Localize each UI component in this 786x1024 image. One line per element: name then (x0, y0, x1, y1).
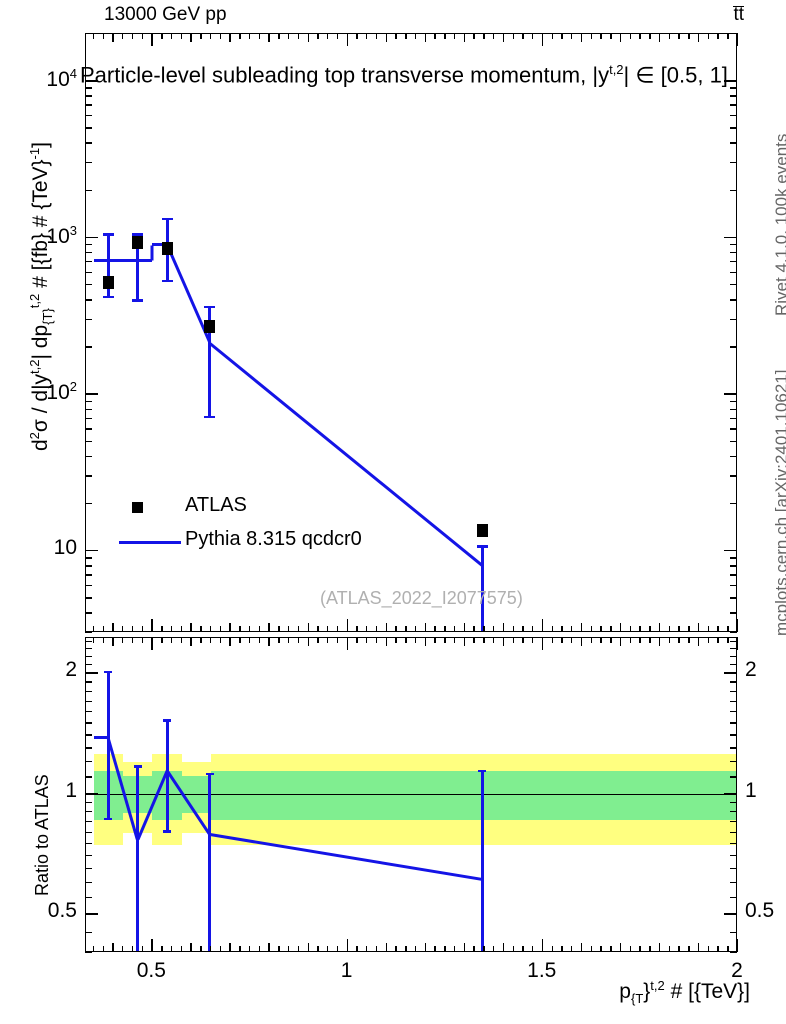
ytitle-p3sub: {T} (40, 308, 56, 325)
ytick-main-right (730, 632, 737, 634)
mc-errorbar-ratio-cap (104, 817, 113, 821)
square-marker-icon (132, 502, 143, 513)
plot-title: Particle-level subleading top transverse… (80, 62, 728, 88)
mc-curve-ratio (93, 735, 109, 739)
ytick-ratio (85, 952, 92, 954)
xtitle-p2: } (643, 980, 651, 1003)
xtitle-p1sub: {T (630, 991, 644, 1007)
caption-mcplots-text: mcplots.cern.ch [arXiv:2401.10621] (772, 369, 786, 636)
ytick-label-main: 10 (53, 536, 77, 560)
mc-errorbar-ratio (480, 770, 484, 951)
mc-errorbar-ratio-cap (163, 830, 171, 833)
plot-title-sup: t,2 (609, 62, 624, 77)
mc-curve-main (150, 244, 154, 261)
ratio-plot-panel (85, 637, 737, 952)
xtick-main-top (737, 33, 739, 46)
xtick-label-ratio: 1 (340, 959, 353, 982)
ytitle-p2: σ / d|y (29, 373, 52, 433)
legend-label-pythia: Pythia 8.315 qcdcr0 (185, 528, 362, 550)
mc-errorbar-main (480, 546, 484, 631)
ytick-ratio-right (730, 952, 737, 954)
ytitle-p4: # [{fb} # {TeV} (29, 159, 52, 294)
analysis-watermark: (ATLAS_2022_I2077575) (320, 588, 523, 608)
ytitle-p3sup: t,2 (27, 293, 42, 309)
xtitle-p2sup: t,2 (650, 978, 665, 993)
header-beam-label: 13000 GeV pp (104, 4, 227, 25)
xtitle-p1: p (619, 980, 631, 1003)
mc-errorbar-main (208, 306, 212, 417)
xtitle-p3: # [{TeV}] (664, 980, 750, 1003)
mc-errorbar-ratio-cap (163, 719, 171, 722)
xaxis-title: p{T}t,2 # [{TeV}] (619, 978, 750, 1006)
ytick-label-ratio: 2 (65, 658, 77, 682)
xtick-label-ratio: 0.5 (136, 959, 166, 982)
line-marker-icon (119, 541, 181, 544)
atlas-data-marker (476, 524, 488, 538)
xtick-ratio-bottom (737, 939, 739, 952)
caption-rivet: Rivet 4.1.0, 100k events (752, 60, 786, 320)
mc-errorbar-cap (204, 305, 216, 309)
mc-errorbar-cap (476, 545, 488, 548)
ytick-label-ratio-right: 1 (745, 778, 757, 802)
atlas-data-marker (132, 235, 144, 249)
xtick-label-ratio: 1.5 (527, 959, 557, 982)
atlas-data-marker (204, 320, 216, 334)
plot-title-main: Particle-level subleading top transverse… (80, 62, 610, 88)
ytitle-p1sup: 2 (27, 432, 42, 440)
ratio-yaxis-title: Ratio to ATLAS (8, 700, 52, 900)
mc-curve-main (152, 243, 167, 247)
caption-mcplots: mcplots.cern.ch [arXiv:2401.10621] (752, 340, 786, 640)
mc-errorbar-ratio (106, 671, 110, 819)
ratio-band-inner (210, 770, 231, 820)
mc-errorbar-ratio-cap (205, 773, 214, 776)
ytitle-p2sup: t,2 (27, 359, 42, 374)
ytitle-p4sup: -1 (27, 147, 42, 160)
ytick-label-ratio-right: 2 (745, 658, 757, 682)
mc-errorbar-ratio (208, 774, 212, 951)
mc-errorbar-cap (132, 233, 144, 236)
process-ttbar-text: tt (733, 4, 744, 25)
mc-errorbar-cap (161, 279, 173, 283)
ytick-label-ratio-right: 0.5 (745, 899, 775, 923)
mc-errorbar-ratio-cap (133, 765, 142, 768)
caption-rivet-text: Rivet 4.1.0, 100k events (772, 133, 786, 316)
xtick-main-bottom (737, 619, 739, 632)
main-plot-panel (85, 33, 737, 632)
mc-errorbar-cap (102, 233, 114, 236)
mc-errorbar-cap (132, 299, 144, 302)
atlas-data-marker (102, 275, 114, 289)
ytick-main (85, 632, 92, 634)
mc-errorbar-ratio (165, 720, 169, 832)
mc-errorbar-cap (102, 295, 114, 299)
ytick-label-ratio: 0.5 (47, 899, 77, 923)
header-process-label: tt (733, 4, 744, 26)
mc-errorbar-ratio-cap (478, 769, 487, 773)
mc-errorbar-main (136, 234, 140, 301)
mc-errorbar-cap (204, 415, 216, 419)
xtick-ratio-top (737, 637, 739, 650)
ytitle-p5: ] (29, 142, 52, 148)
mc-errorbar-ratio (136, 766, 140, 951)
mc-errorbar-main (106, 234, 110, 297)
ytitle-p1: d (29, 439, 52, 451)
mc-errorbar-cap (161, 217, 173, 221)
ratio-unity-line (86, 793, 736, 796)
mc-errorbar-ratio-cap (104, 670, 113, 674)
legend-label-atlas: ATLAS (185, 494, 247, 516)
plot-title-tail: | ∈ [0.5, 1] (623, 62, 728, 88)
ratio-yaxis-title-text: Ratio to ATLAS (32, 774, 52, 896)
yaxis-title: d2σ / d|yt,2| dp{T}t,2 # [{fb} # {TeV}-1… (0, 33, 55, 453)
ytitle-p3: | dp (29, 324, 52, 360)
atlas-data-marker (161, 241, 173, 255)
